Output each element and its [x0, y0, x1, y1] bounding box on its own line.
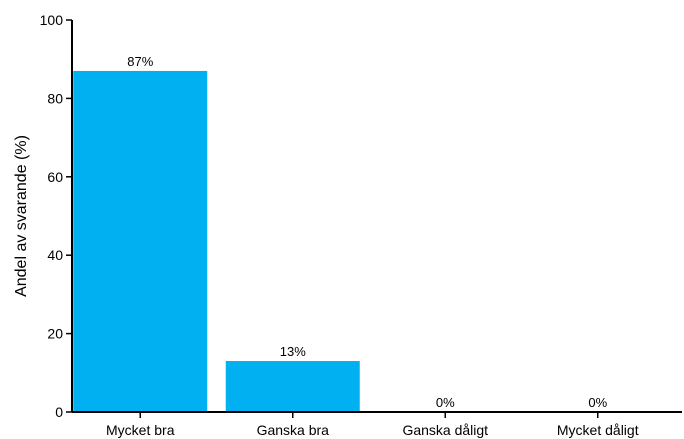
bar-value-label: 0%	[588, 395, 607, 410]
bar-value-label: 87%	[127, 54, 153, 69]
x-axis-ticks: Mycket bra Ganska bra Ganska dåligt Mycket …	[106, 412, 639, 438]
y-tick-label: 80	[47, 90, 63, 106]
y-axis-ticks: 0 20 40 60 80 100	[40, 12, 72, 420]
x-category-label: Mycket dåligt	[557, 422, 639, 438]
y-tick-label: 20	[47, 326, 63, 342]
value-labels-group: 87% 13% 0% 0%	[127, 54, 607, 410]
x-category-label: Ganska dåligt	[402, 422, 488, 438]
y-tick-label: 100	[40, 12, 64, 28]
x-category-label: Mycket bra	[106, 422, 175, 438]
x-category-label: Ganska bra	[257, 422, 330, 438]
bar-value-label: 0%	[436, 395, 455, 410]
y-tick-label: 40	[47, 247, 63, 263]
bar	[73, 70, 208, 413]
bars-group	[73, 70, 360, 413]
bar	[225, 361, 360, 412]
bar-value-label: 13%	[280, 344, 306, 359]
y-tick-label: 60	[47, 169, 63, 185]
y-axis-title: Andel av svarande (%)	[13, 135, 30, 297]
y-tick-label: 0	[55, 404, 63, 420]
